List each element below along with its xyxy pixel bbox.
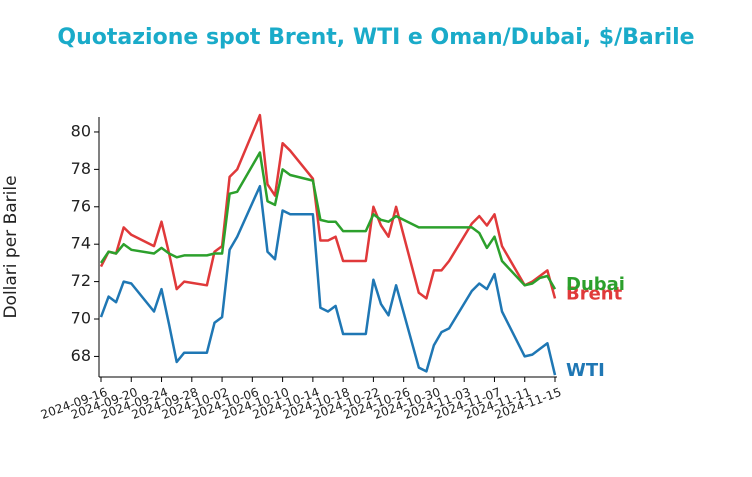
legend-label: WTI: [566, 360, 605, 381]
chart-title: Quotazione spot Brent, WTI e Oman/Dubai,…: [57, 25, 694, 50]
y-tick-label: 76: [71, 196, 91, 215]
series-line: [99, 184, 557, 376]
y-tick-label: 74: [71, 234, 91, 253]
y-tick-label: 72: [71, 271, 91, 290]
series-line: [99, 113, 557, 300]
y-tick-label: 70: [71, 309, 91, 328]
series-line: [99, 151, 557, 290]
y-tick-label: 80: [71, 121, 91, 140]
legend-label: Brent: [566, 283, 623, 304]
y-axis-label: Dollari per Barile: [1, 175, 21, 318]
y-tick-label: 78: [71, 159, 91, 178]
legend-label: Dubai: [566, 274, 625, 295]
y-tick-label: 68: [71, 346, 91, 365]
